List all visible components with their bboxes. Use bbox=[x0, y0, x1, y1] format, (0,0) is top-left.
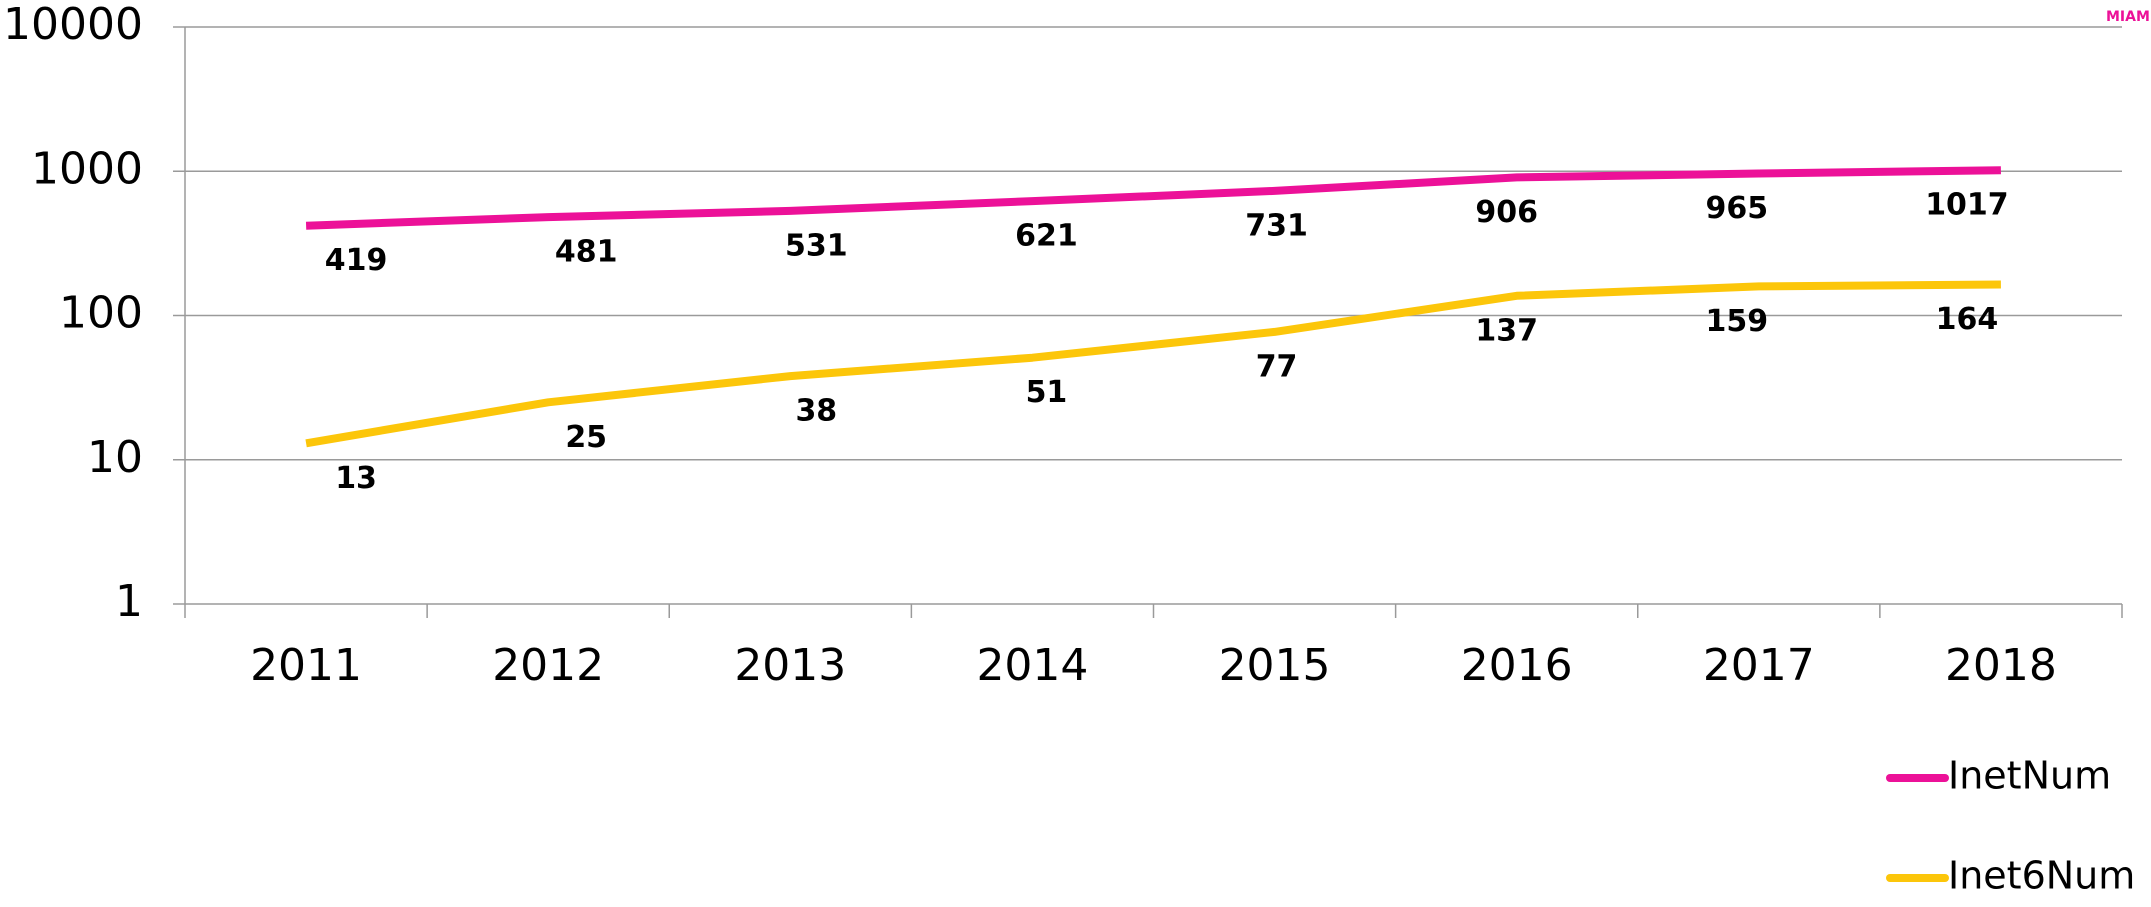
x-tick-label: 2014 bbox=[976, 640, 1088, 691]
data-label: 1017 bbox=[1925, 188, 2009, 223]
x-tick-label: 2016 bbox=[1461, 640, 1573, 691]
data-label: 731 bbox=[1245, 208, 1308, 243]
data-label: 137 bbox=[1475, 313, 1538, 348]
data-label: 13 bbox=[335, 461, 377, 496]
y-tick-label: 10 bbox=[87, 432, 143, 483]
x-tick-label: 2013 bbox=[734, 640, 846, 691]
data-label: 621 bbox=[1015, 219, 1078, 254]
x-tick-label: 2015 bbox=[1219, 640, 1331, 691]
data-label: 25 bbox=[565, 420, 607, 455]
legend-label: Inet6Num bbox=[1948, 854, 2135, 898]
y-tick-label: 1000 bbox=[31, 143, 143, 194]
data-label: 159 bbox=[1706, 304, 1769, 339]
data-label: 164 bbox=[1936, 302, 1999, 337]
data-label: 965 bbox=[1706, 191, 1769, 226]
x-tick-label: 2011 bbox=[250, 640, 362, 691]
data-label: 481 bbox=[555, 235, 618, 270]
data-label: 38 bbox=[795, 394, 837, 429]
data-label: 531 bbox=[785, 228, 848, 263]
watermark: MIAMI bbox=[2106, 9, 2151, 25]
x-tick-label: 2017 bbox=[1703, 640, 1815, 691]
series-line bbox=[305, 166, 2001, 230]
data-label: 906 bbox=[1475, 195, 1538, 230]
y-tick-label: 100 bbox=[59, 288, 143, 339]
data-label: 77 bbox=[1256, 349, 1298, 384]
data-label: 51 bbox=[1026, 375, 1068, 410]
x-tick-label: 2012 bbox=[492, 640, 604, 691]
y-tick-label: 10000 bbox=[3, 0, 143, 50]
legend-label: InetNum bbox=[1948, 754, 2111, 798]
data-label: 419 bbox=[325, 243, 388, 278]
series-line bbox=[305, 280, 2001, 448]
y-tick-label: 1 bbox=[115, 576, 143, 627]
x-tick-label: 2018 bbox=[1945, 640, 2057, 691]
